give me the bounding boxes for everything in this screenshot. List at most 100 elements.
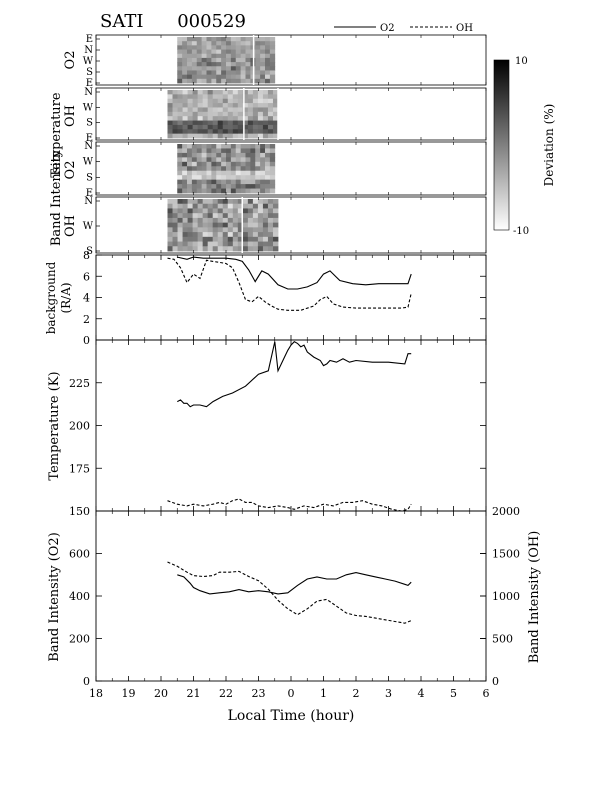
keogram-cell — [258, 237, 263, 242]
keogram-cell — [193, 208, 198, 213]
keogram-cell — [192, 66, 197, 71]
keogram-cell — [207, 162, 212, 167]
keogram-cell — [231, 171, 236, 176]
keogram-cell — [182, 50, 187, 55]
keogram-cell — [263, 116, 268, 121]
keogram-cell — [178, 227, 183, 232]
keogram-cell — [177, 166, 182, 171]
keogram-cell — [233, 227, 238, 232]
keogram-cell — [203, 121, 208, 126]
keogram-cell — [218, 213, 223, 218]
y-tick-label: 8 — [83, 249, 90, 262]
keogram-cell — [236, 75, 241, 80]
keogram-cell — [211, 58, 216, 63]
keogram-cell — [197, 180, 202, 185]
keogram-cell — [207, 62, 212, 67]
keogram-cell — [197, 184, 202, 189]
keogram-cell — [183, 227, 188, 232]
keogram-cell — [243, 246, 248, 251]
keogram-cell — [248, 237, 253, 242]
keogram-cell — [263, 121, 268, 126]
keogram-cell — [226, 162, 231, 167]
keogram-cell — [260, 54, 265, 59]
keogram-cell — [208, 90, 213, 95]
keogram-direction-label: N — [84, 141, 93, 152]
keogram-cell — [226, 166, 231, 171]
keogram-cell — [187, 153, 192, 158]
keogram-cell — [236, 45, 241, 50]
keogram-cell — [233, 125, 238, 130]
keogram-cell — [241, 171, 246, 176]
keogram-cell — [197, 171, 202, 176]
keogram-temperature-o2-sublabel: O2 — [63, 51, 78, 70]
keogram-cell — [177, 157, 182, 162]
keogram-cell — [241, 184, 246, 189]
keogram-cell — [241, 153, 246, 158]
keogram-cell — [177, 41, 182, 46]
keogram-cell — [268, 242, 273, 247]
keogram-cell — [243, 208, 248, 213]
keogram-cell — [182, 45, 187, 50]
keogram-cell — [208, 208, 213, 213]
keogram-cell — [231, 157, 236, 162]
keogram-cell — [173, 242, 178, 247]
keogram-cell — [228, 223, 233, 228]
keogram-cell — [216, 70, 221, 75]
keogram-cell — [255, 54, 260, 59]
keogram-cell — [253, 129, 258, 134]
keogram-cell — [213, 99, 218, 104]
keogram-cell — [228, 246, 233, 251]
keogram-cell — [203, 204, 208, 209]
keogram-cell — [223, 129, 228, 134]
keogram-cell — [226, 157, 231, 162]
keogram-cell — [192, 79, 197, 84]
keogram-cell — [168, 199, 173, 204]
keogram-cell — [177, 148, 182, 153]
keogram-cell — [178, 121, 183, 126]
keogram-cell — [268, 94, 273, 99]
keogram-cell — [246, 79, 251, 84]
panel-frame — [96, 255, 486, 340]
keogram-cell — [197, 157, 202, 162]
keogram-cell — [178, 246, 183, 251]
keogram-cell — [198, 227, 203, 232]
keogram-cell — [197, 153, 202, 158]
x-tick-label: 20 — [154, 687, 168, 700]
keogram-cell — [197, 189, 202, 194]
keogram-cell — [187, 66, 192, 71]
keogram-cell — [198, 99, 203, 104]
keogram-cell — [233, 112, 238, 117]
keogram-cell — [208, 112, 213, 117]
keogram-cell — [213, 121, 218, 126]
keogram-cell — [211, 166, 216, 171]
keogram-cell — [228, 90, 233, 95]
keogram-cell — [216, 79, 221, 84]
keogram-cell — [187, 62, 192, 67]
keogram-cell — [168, 107, 173, 112]
keogram-cell — [241, 79, 246, 84]
keogram-cell — [223, 237, 228, 242]
keogram-cell — [188, 204, 193, 209]
keogram-cell — [255, 41, 260, 46]
keogram-cell — [207, 184, 212, 189]
keogram-cell — [243, 199, 248, 204]
keogram-cell — [216, 166, 221, 171]
keogram-cell — [243, 232, 248, 237]
keogram-cell — [228, 121, 233, 126]
keogram-cell — [238, 99, 243, 104]
keogram-cell — [188, 116, 193, 121]
keogram-cell — [223, 204, 228, 209]
keogram-cell — [236, 66, 241, 71]
keogram-cell — [213, 242, 218, 247]
keogram-cell — [221, 54, 226, 59]
keogram-cell — [253, 208, 258, 213]
keogram-cell — [177, 184, 182, 189]
keogram-cell — [207, 75, 212, 80]
keogram-cell — [226, 153, 231, 158]
keogram-cell — [168, 208, 173, 213]
y-right-tick-label: 2000 — [492, 505, 520, 518]
keogram-cell — [218, 125, 223, 130]
keogram-cell — [258, 129, 263, 134]
keogram-cell — [183, 99, 188, 104]
keogram-cell — [197, 62, 202, 67]
